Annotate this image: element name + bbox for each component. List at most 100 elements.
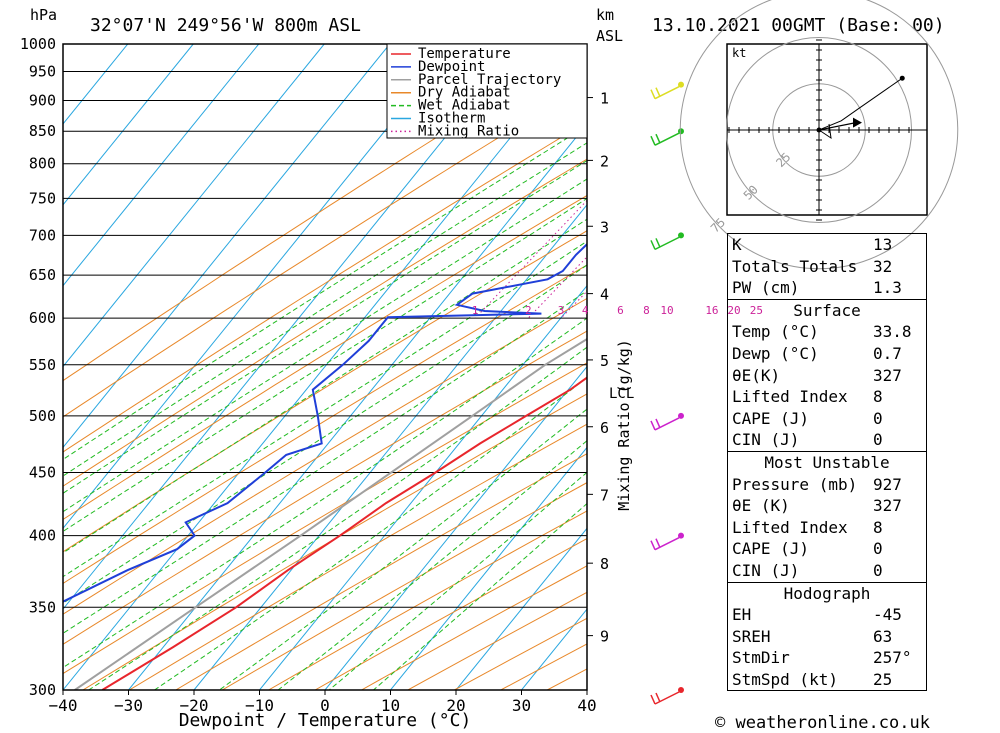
dry-adiabat-line (268, 510, 587, 690)
wind-barb-shaft (654, 417, 680, 431)
isotherm-line (128, 123, 587, 690)
km-tick-label: 5 (600, 352, 609, 370)
k-row: K 13 (728, 234, 926, 256)
wind-barb-flag (650, 89, 656, 99)
pressure-tick-label: 650 (29, 266, 56, 284)
indices-table: K 13 Totals Totals 32 PW (cm) 1.3 Surface T… (727, 233, 927, 692)
credit: © weatheronline.co.uk (715, 713, 930, 733)
sreh-value: 63 (873, 626, 893, 646)
pw-label: PW (cm) (732, 278, 800, 298)
mixing-ratio-label: 25 (750, 304, 763, 317)
s-cape-value: 0 (873, 408, 883, 428)
wind-barb-flag (650, 420, 656, 431)
s-cape-label: CAPE (J) (732, 408, 810, 428)
datetime-title: 13.10.2021 00GMT (Base: 00) (652, 15, 945, 36)
isotherm-line (63, 44, 194, 206)
hodograph-lowlevel-segment (818, 123, 832, 140)
x-tick-label: −10 (245, 696, 274, 715)
pressure-tick-label: 450 (29, 463, 56, 481)
mixing-ratio-label: 20 (727, 304, 740, 317)
hodograph-ring (679, 0, 959, 270)
x-axis-label: Dewpoint / Temperature (°C) (179, 710, 472, 731)
isotherm-line (63, 44, 391, 449)
wet-adiabat-line (63, 218, 587, 554)
hodograph-unit: kt (732, 46, 746, 60)
wet-adiabat-line (277, 440, 587, 690)
km-tick-label: 3 (600, 218, 609, 236)
mixing-ratio-label: 10 (660, 304, 673, 317)
wind-level-dot (678, 232, 684, 239)
wind-barb-flag (650, 694, 656, 705)
hodograph-trace (818, 77, 903, 131)
km-tick-label: 1 (600, 90, 609, 108)
mu-title: Most Unstable (728, 450, 926, 474)
wet-adiabat-line (219, 408, 587, 690)
temperature-line (101, 376, 587, 690)
pressure-tick-label: 950 (29, 63, 56, 81)
isotherm-line (390, 446, 587, 690)
wind-level-dot (678, 687, 684, 693)
wet-adiabat-line (154, 377, 587, 690)
wet-adiabat-line (63, 317, 587, 669)
s-dewp-row: Dewp (°C) 0.7 (728, 343, 926, 365)
s-temp-label: Temp (°C) (732, 322, 819, 342)
dry-adiabat-line (82, 393, 587, 690)
pressure-tick-label: 350 (29, 598, 56, 616)
hodograph-end-dot (899, 75, 905, 81)
isotherm-line (455, 527, 587, 690)
pressure-tick-label: 1000 (20, 35, 56, 53)
x-tick-label: −40 (49, 696, 78, 715)
mu-cape-label: CAPE (J) (732, 539, 810, 559)
wind-barb-shaft (654, 132, 680, 146)
mu-pres-row: Pressure (mb) 927 (728, 474, 926, 496)
asl-unit: ASL (596, 27, 623, 45)
storm-motion-vector (818, 122, 857, 131)
x-tick-label: 40 (577, 696, 596, 715)
stmdir-label: StmDir (732, 648, 790, 668)
dry-adiabat-line (129, 423, 587, 690)
wind-barb-flag (655, 87, 661, 97)
km-tick-label: 2 (600, 152, 609, 170)
wind-barb-shaft (654, 236, 680, 251)
pressure-tick-label: 850 (29, 122, 56, 140)
isotherm-line (193, 204, 587, 690)
pressure-tick-label: 700 (29, 226, 56, 244)
km-tick-label: 6 (600, 419, 609, 437)
mu-cape-value: 0 (873, 539, 883, 559)
dry-adiabat-line (63, 194, 587, 521)
mixing-ratio-axis-label: Mixing Ratio (g/kg) (615, 339, 633, 511)
lcl-label: LCL (609, 386, 634, 402)
dewpoint-line (63, 242, 587, 603)
stmdir-value: 257° (873, 648, 912, 668)
mu-theta-label: θE (K) (732, 496, 790, 516)
legend-label: Wet Adiabat (418, 98, 511, 114)
s-cape-row: CAPE (J) 0 (728, 408, 926, 430)
eh-value: -45 (873, 605, 902, 625)
wind-barb-flag (650, 240, 656, 250)
legend-box (386, 43, 588, 139)
parcel-trajectory-line (74, 337, 587, 690)
x-tick-label: 30 (512, 696, 531, 715)
isotherm-line (63, 44, 522, 610)
hpa-unit: hPa (30, 6, 57, 24)
wind-barb-shaft (654, 536, 680, 551)
mu-cin-value: 0 (873, 560, 883, 580)
pw-row: PW (cm) 1.3 (728, 277, 926, 299)
x-tick-label: −20 (180, 696, 209, 715)
dry-adiabat-line (63, 297, 587, 615)
pressure-tick-label: 800 (29, 155, 56, 173)
s-cin-row: CIN (J) 0 (728, 429, 926, 451)
mu-theta-row: θE (K) 327 (728, 495, 926, 517)
isotherm-line (63, 44, 129, 125)
s-temp-value: 33.8 (873, 322, 912, 342)
tt-row: Totals Totals 32 (728, 256, 926, 278)
legend-label: Mixing Ratio (418, 123, 519, 139)
s-theta-label: θE(K) (732, 365, 781, 385)
wind-barb-shaft (654, 86, 680, 100)
mixing-ratio-label: 1 (472, 304, 479, 317)
s-cin-label: CIN (J) (732, 430, 800, 450)
s-cin-value: 0 (873, 430, 883, 450)
pressure-tick-label: 300 (29, 681, 56, 699)
eh-row: EH -45 (728, 604, 926, 626)
